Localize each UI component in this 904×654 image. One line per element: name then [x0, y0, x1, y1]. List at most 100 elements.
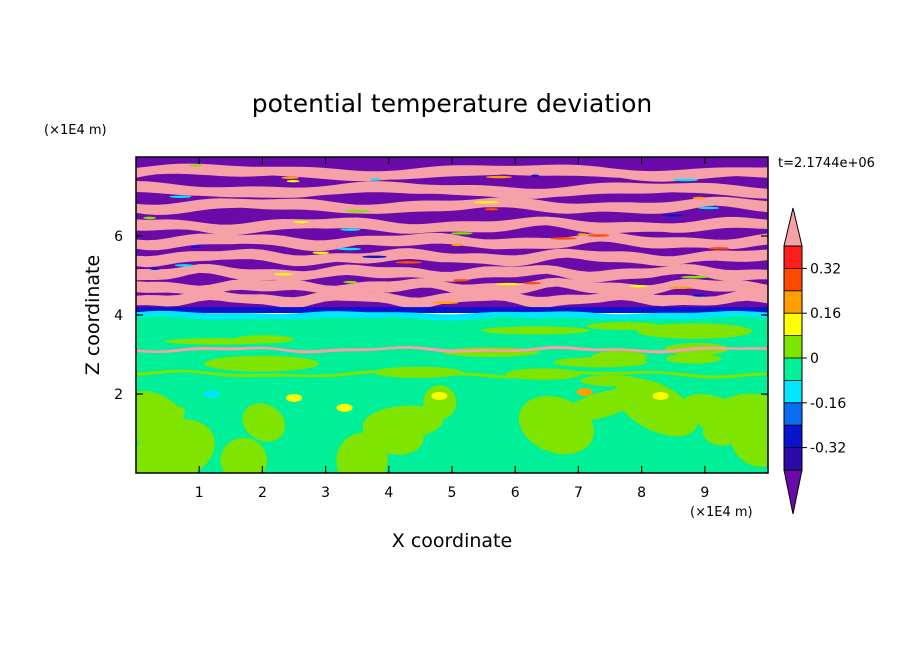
colorbar-swatch [784, 335, 802, 358]
x-tick-label: 2 [258, 485, 267, 501]
y-tick-label: 6 [114, 229, 123, 245]
colorbar-label: -0.16 [810, 396, 846, 412]
y-tick-label: 4 [114, 308, 123, 324]
streak [530, 174, 540, 177]
mid-patch [553, 357, 648, 368]
x-tick-label: 7 [574, 485, 583, 501]
plume [242, 403, 286, 442]
streak [432, 301, 459, 304]
mid-patch [586, 322, 661, 331]
speck [336, 403, 353, 412]
streak [174, 264, 194, 267]
streak [698, 206, 720, 210]
interface-band [136, 310, 768, 321]
streak [450, 232, 473, 235]
colorbar-extend-bottom [783, 469, 803, 515]
streak [274, 273, 294, 276]
chart-title: potential temperature deviation [252, 89, 652, 118]
speck [286, 393, 302, 402]
streak [495, 282, 522, 286]
mid-patch [480, 326, 591, 335]
streak [452, 279, 470, 282]
streak [337, 247, 362, 251]
streak [286, 180, 300, 183]
colorbar-swatch [784, 358, 802, 381]
colorbar-swatch [784, 425, 802, 448]
streak [451, 243, 464, 247]
streak [661, 214, 683, 217]
plume [730, 408, 768, 467]
y-tick-label: 2 [114, 387, 123, 403]
x-axis-label: X coordinate [392, 530, 512, 552]
streak [340, 228, 361, 231]
streak [362, 255, 387, 258]
plume [136, 406, 186, 448]
colorbar-swatch [784, 402, 802, 426]
speck [431, 391, 448, 400]
colorbar: -0.32 -0.16 0 0.16 0.32 [783, 207, 846, 515]
positive-band [136, 181, 768, 199]
colorbar-swatch [784, 246, 802, 269]
time-label: t=2.1744e+06 [778, 156, 875, 171]
x-tick-label: 4 [384, 485, 393, 501]
x-tick-label: 5 [448, 485, 457, 501]
colorbar-swatch [784, 380, 802, 403]
x-tick-label: 9 [700, 485, 709, 501]
speck [576, 388, 593, 397]
y-axis-ticks: 2 4 6 [114, 229, 768, 403]
streak [344, 210, 371, 213]
plume [423, 385, 457, 420]
colorbar-swatch [784, 268, 802, 291]
y-axis-label: Z coordinate [82, 255, 104, 375]
streak [550, 237, 577, 240]
streak [707, 247, 730, 250]
streak [474, 201, 500, 204]
mid-streak [136, 345, 768, 354]
x-tick-label: 6 [511, 485, 520, 501]
colorbar-label: 0 [810, 351, 819, 367]
mid-streak [136, 369, 768, 379]
streak [587, 234, 610, 237]
streak [343, 280, 358, 284]
positive-band [136, 232, 768, 252]
y-axis-unit: (×1E4 m) [44, 123, 107, 138]
streak [395, 261, 422, 264]
streak [281, 176, 299, 180]
streak [672, 178, 699, 182]
colorbar-label: 0.16 [810, 306, 841, 322]
x-tick-label: 3 [321, 485, 330, 501]
plume [220, 437, 268, 473]
positive-band [136, 289, 768, 309]
speck [203, 390, 220, 398]
contour-field [136, 157, 768, 473]
colorbar-label: -0.32 [810, 441, 846, 457]
x-tick-label: 1 [195, 485, 204, 501]
x-axis-unit: (×1E4 m) [690, 505, 753, 520]
streak [190, 245, 202, 249]
interface-dark [136, 307, 768, 314]
positive-band [136, 163, 768, 182]
streak [150, 267, 160, 271]
streak [143, 216, 156, 220]
colorbar-swatch [784, 290, 802, 314]
mid-patch [234, 335, 294, 344]
x-tick-label: 8 [637, 485, 646, 501]
streak [484, 208, 499, 211]
streak [523, 282, 541, 285]
streak [485, 175, 513, 179]
streak [169, 195, 192, 198]
colorbar-label: 0.32 [810, 261, 841, 277]
mid-patch [204, 355, 319, 372]
colorbar-extend-top [783, 207, 803, 247]
positive-band [136, 248, 768, 268]
streak [312, 251, 329, 254]
plume [563, 388, 642, 422]
colorbar-swatch [784, 447, 802, 470]
streak [370, 178, 381, 181]
x-axis-ticks: 1 2 3 4 5 6 7 8 9 [195, 157, 709, 501]
mid-patch [636, 323, 752, 339]
streak [668, 286, 694, 289]
streak [692, 196, 707, 200]
streak [577, 233, 587, 236]
